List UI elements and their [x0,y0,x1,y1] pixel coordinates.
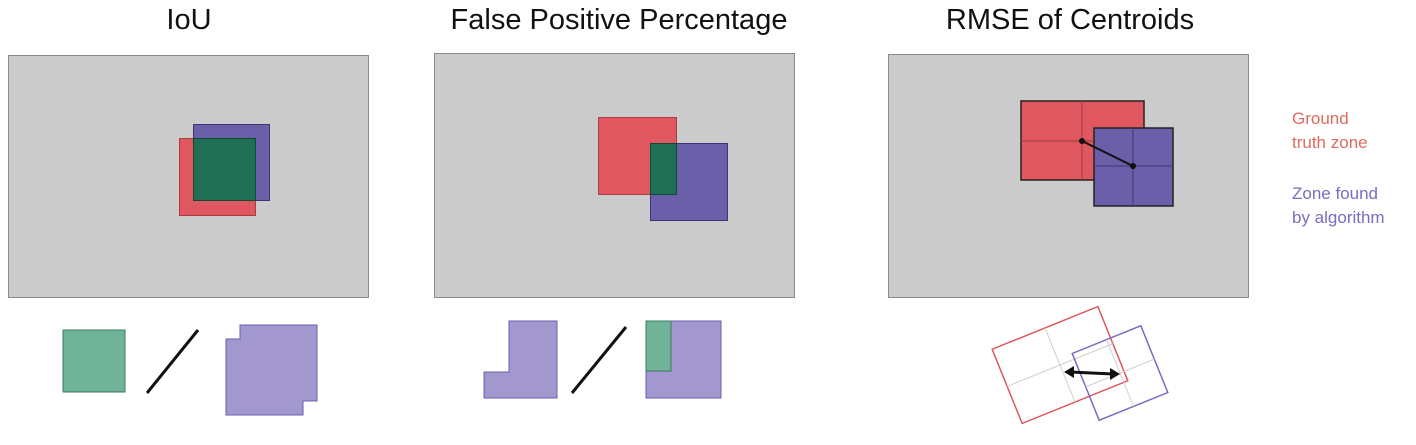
algorithm-centroid [1130,163,1136,169]
centroid-distance-line [1079,138,1136,169]
fpp-denominator-overlap [645,320,672,372]
legend-ground-truth: Ground truth zone [1292,107,1368,155]
fpp-overlap-zone [650,143,677,195]
rmse-title: RMSE of Centroids [945,4,1195,36]
fpp-division-slash [570,326,628,394]
iou-numerator-intersection [62,329,126,393]
ground-truth-centroid [1079,138,1085,144]
legend-algorithm-line-2: by algorithm [1292,208,1385,227]
iou-denominator-union [225,324,318,416]
fpp-title: False Positive Percentage [450,4,788,36]
rmse-algorithm-outline [1071,324,1169,422]
legend-ground-truth-line-1: Ground [1292,109,1349,128]
rmse-ground-truth-outline [991,305,1129,425]
iou-overlap-zone [193,138,256,201]
iou-title: IoU [166,4,212,36]
iou-division-slash [145,329,200,394]
fpp-image-frame [434,53,795,298]
fpp-numerator-false-positive [483,320,558,399]
legend-algorithm-line-1: Zone found [1292,184,1379,203]
legend-ground-truth-line-2: truth zone [1292,133,1368,152]
rmse-distance-arrow [1064,366,1120,380]
iou-image-frame [8,55,369,298]
legend-algorithm: Zone found by algorithm [1292,182,1385,230]
